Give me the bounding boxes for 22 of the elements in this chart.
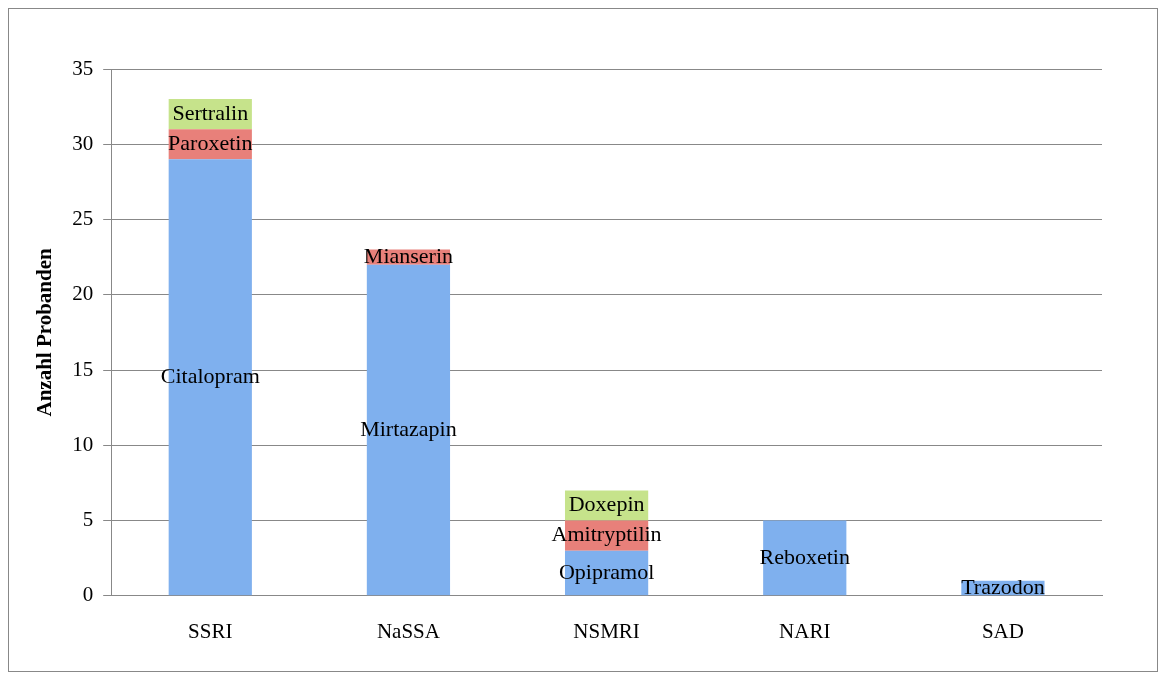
- x-tick-label: SAD: [981, 618, 1024, 643]
- y-tick-label: 20: [72, 281, 94, 306]
- series-label: Paroxetin: [168, 130, 253, 156]
- series-label: Opipramol: [558, 558, 655, 584]
- y-tick-label: 0: [82, 582, 94, 607]
- y-tick-label: 10: [72, 431, 94, 456]
- series-label: Trazodon: [961, 573, 1045, 599]
- y-tick-label: 25: [72, 206, 94, 231]
- y-axis-title: Anzahl Probanden: [32, 247, 57, 417]
- series-label: Doxepin: [568, 491, 645, 517]
- y-tick-label: 35: [72, 55, 94, 80]
- y-tick-label: 5: [82, 507, 94, 532]
- y-tick-label: 15: [72, 356, 94, 381]
- series-label: Reboxetin: [759, 543, 850, 569]
- x-tick-label: NSMRI: [573, 618, 640, 643]
- x-tick-label: NARI: [779, 618, 831, 643]
- y-tick-label: 30: [72, 130, 94, 155]
- series-label: Citalopram: [160, 363, 260, 389]
- series-label: Mirtazapin: [360, 415, 457, 441]
- x-tick-label: NaSSA: [376, 618, 441, 643]
- series-label: Sertralin: [172, 99, 249, 125]
- x-tick-label: SSRI: [188, 618, 233, 643]
